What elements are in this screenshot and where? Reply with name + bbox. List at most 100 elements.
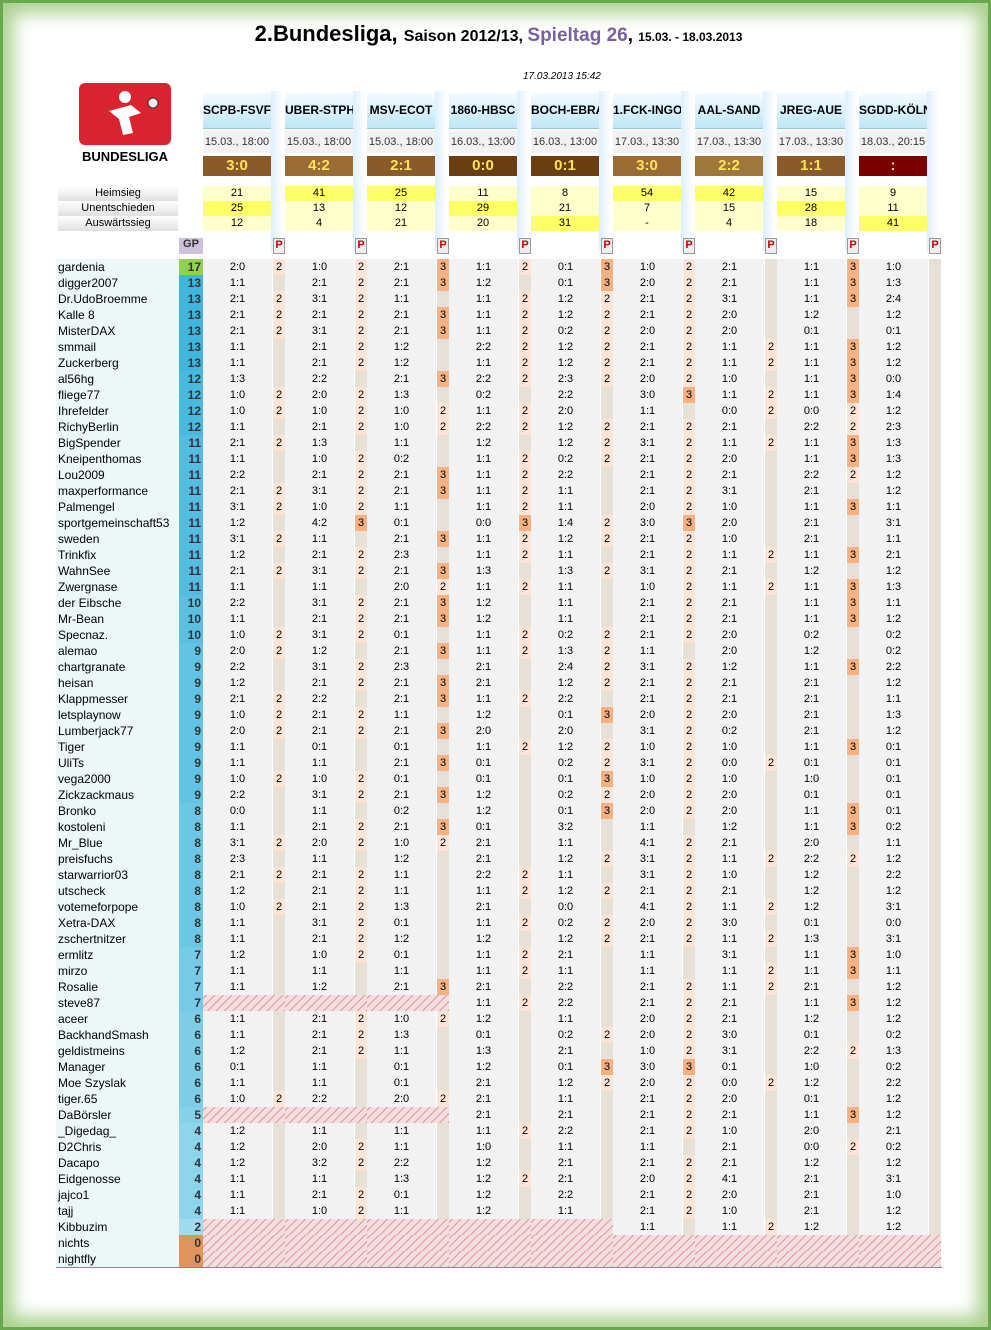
tip: 2:1	[695, 563, 765, 579]
points: 2	[765, 387, 777, 403]
tip: 1:0	[285, 451, 355, 467]
points	[765, 883, 777, 899]
points: 2	[519, 579, 531, 595]
tip: 0:1	[449, 755, 519, 771]
stat-value: 28	[777, 201, 845, 216]
stat-value: 9	[859, 186, 927, 201]
tip: 3:1	[285, 291, 355, 307]
tip: 0:2	[367, 451, 437, 467]
tip: 0:2	[859, 1139, 929, 1155]
points-header: P	[437, 238, 449, 254]
tip-empty	[859, 1235, 941, 1251]
points	[273, 979, 285, 995]
points: 2	[355, 467, 367, 483]
player-gp: 12	[179, 371, 203, 387]
points	[847, 883, 859, 899]
points	[765, 1123, 777, 1139]
points: 2	[519, 307, 531, 323]
points	[519, 435, 531, 451]
points	[273, 339, 285, 355]
tip: 1:1	[777, 499, 847, 515]
points: 2	[601, 339, 613, 355]
player-gp: 13	[179, 323, 203, 339]
points	[273, 355, 285, 371]
tip: 1:1	[285, 851, 355, 867]
tip: 0:2	[695, 723, 765, 739]
player-name: WahnSee	[56, 563, 179, 579]
tip: 1:1	[449, 915, 519, 931]
points	[437, 355, 449, 371]
tip: 2:1	[613, 419, 683, 435]
points: 2	[765, 899, 777, 915]
points	[601, 579, 613, 595]
player-gp: 11	[179, 563, 203, 579]
points: 3	[437, 819, 449, 835]
points	[847, 979, 859, 995]
tip: 1:1	[859, 499, 929, 515]
tip: 1:0	[777, 1059, 847, 1075]
points	[847, 1171, 859, 1187]
points	[601, 723, 613, 739]
points: 2	[847, 1139, 859, 1155]
points	[273, 419, 285, 435]
tip: 1:1	[449, 995, 519, 1011]
tip: 2:1	[777, 691, 847, 707]
points: 2	[683, 899, 695, 915]
stat-value: 11	[449, 186, 517, 201]
points	[355, 979, 367, 995]
tip: 2:1	[285, 1011, 355, 1027]
points	[929, 851, 941, 867]
tip: 1:2	[449, 435, 519, 451]
column-shadow	[681, 91, 693, 251]
points: 2	[355, 1011, 367, 1027]
points: 3	[437, 371, 449, 387]
tip: 1:0	[613, 739, 683, 755]
points: 2	[355, 355, 367, 371]
points: 2	[683, 451, 695, 467]
tip: 1:1	[285, 1123, 355, 1139]
points	[847, 1187, 859, 1203]
tip: 1:1	[367, 963, 437, 979]
points	[765, 1203, 777, 1219]
tip: 1:2	[449, 931, 519, 947]
tip: 1:2	[859, 1091, 929, 1107]
tip: 1:1	[203, 355, 273, 371]
player-name: mirzo	[56, 963, 179, 979]
tip: 1:2	[859, 1219, 929, 1235]
points	[519, 1139, 531, 1155]
points: 2	[601, 515, 613, 531]
tip: 2:3	[367, 659, 437, 675]
tip: 3:1	[859, 899, 929, 915]
tip: 2:2	[777, 467, 847, 483]
points	[601, 387, 613, 403]
points	[765, 771, 777, 787]
tip: 1:1	[285, 755, 355, 771]
tip: 2:1	[367, 675, 437, 691]
points: 3	[847, 739, 859, 755]
points	[519, 675, 531, 691]
tip: 1:3	[285, 435, 355, 451]
tip: 0:0	[449, 515, 519, 531]
tip: 2:2	[367, 1155, 437, 1171]
tip: 2:1	[449, 1091, 519, 1107]
points: 2	[355, 387, 367, 403]
tip: 1:1	[285, 1059, 355, 1075]
stat-value: 29	[449, 201, 517, 216]
player-name: sportgemeinschaft53	[56, 515, 179, 531]
points	[355, 963, 367, 979]
points	[601, 595, 613, 611]
points: 2	[765, 851, 777, 867]
column-shadow	[353, 91, 365, 251]
tip: 1:2	[531, 931, 601, 947]
player-gp: 8	[179, 915, 203, 931]
points	[355, 755, 367, 771]
tip: 1:1	[449, 627, 519, 643]
points: 2	[519, 995, 531, 1011]
tip: 0:1	[285, 739, 355, 755]
points: 3	[847, 611, 859, 627]
tip: 1:1	[531, 579, 601, 595]
points	[765, 1187, 777, 1203]
tip: 1:1	[203, 931, 273, 947]
tip: 1:0	[367, 1011, 437, 1027]
points	[847, 643, 859, 659]
